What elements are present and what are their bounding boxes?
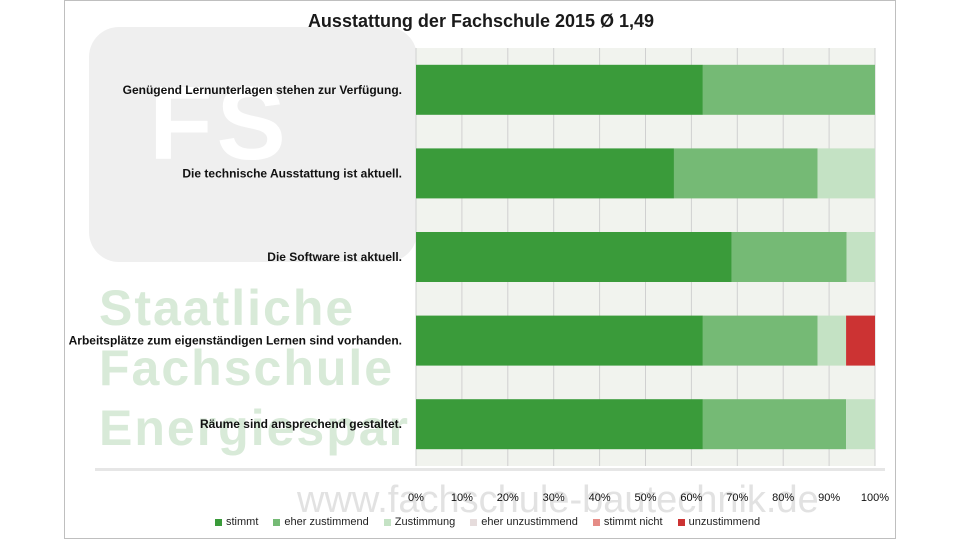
x-tick-label: 40% [589, 492, 611, 504]
bar-segment [416, 315, 703, 366]
category-label: Die Software ist aktuell. [267, 250, 402, 264]
category-label: Räume sind ansprechend gestaltet. [200, 417, 402, 431]
bar-segment [416, 232, 732, 282]
watermark-line-3: Energiespar [99, 400, 411, 456]
bar-segment [416, 64, 703, 115]
legend-label: eher zustimmend [284, 516, 369, 528]
watermark-line-2: Fachschule [99, 340, 395, 396]
bar-segment [817, 148, 875, 199]
bar-segment [846, 315, 875, 366]
legend-swatch [215, 518, 222, 526]
legend-swatch [273, 518, 281, 526]
legend-swatch [677, 518, 685, 526]
bar-segment [702, 399, 847, 450]
category-label: Arbeitsplätze zum eigenständigen Lernen … [69, 334, 402, 348]
bar-segment [416, 148, 674, 199]
x-tick-label: 80% [772, 492, 794, 504]
x-tick-label: 10% [451, 492, 473, 504]
category-label: Die technische Ausstattung ist aktuell. [182, 166, 402, 180]
chart-title: Ausstattung der Fachschule 2015 Ø 1,49 [307, 11, 655, 31]
stacked-bar-chart: Genügend Lernunterlagen stehen zur Verfü… [69, 48, 889, 504]
x-tick-label: 30% [543, 492, 565, 504]
legend-item: stimmt [215, 516, 258, 528]
bar-segment [846, 399, 875, 450]
x-tick-label: 0% [408, 492, 424, 504]
legend-item: unzustimmend [677, 516, 761, 528]
legend-item: stimmt nicht [592, 516, 663, 528]
chart-legend: stimmt eher zustimmend Zustimmung eher unzu… [215, 516, 775, 528]
bar-segment [702, 64, 875, 115]
legend-label: eher unzustimmend [481, 516, 578, 528]
x-tick-label: 60% [680, 492, 702, 504]
x-tick-label: 90% [818, 492, 840, 504]
watermark-url: www.fachschule-bautechnik.de [297, 479, 819, 521]
legend-label: unzustimmend [688, 516, 761, 528]
bar-segment [702, 315, 818, 366]
legend-swatch [592, 518, 600, 526]
legend-label: stimmt [226, 516, 259, 528]
chart-frame: FS Staatliche Fachschule Energiespar www… [64, 0, 896, 539]
legend-item: eher zustimmend [273, 516, 369, 528]
legend-swatch [470, 518, 478, 526]
watermark-logo: FS [89, 27, 417, 262]
legend-label: Zustimmung [394, 516, 456, 528]
legend-item: eher unzustimmend [470, 516, 578, 528]
legend-item: Zustimmung [383, 516, 456, 528]
watermark-line-1: Staatliche [99, 280, 356, 336]
watermark-logo-letters: FS [149, 66, 290, 182]
x-tick-label: 70% [726, 492, 748, 504]
watermark-divider [95, 468, 885, 471]
bar-segment [846, 232, 875, 282]
legend-label: stimmt nicht [603, 516, 663, 528]
bar-segment [673, 148, 818, 199]
bar-segment [731, 232, 847, 282]
bar-segment [416, 399, 703, 450]
x-tick-label: 100% [861, 492, 889, 504]
x-tick-label: 20% [497, 492, 519, 504]
bar-segment [817, 315, 847, 366]
category-label: Genügend Lernunterlagen stehen zur Verfü… [123, 83, 402, 97]
x-tick-label: 50% [634, 492, 656, 504]
legend-swatch [383, 518, 391, 526]
